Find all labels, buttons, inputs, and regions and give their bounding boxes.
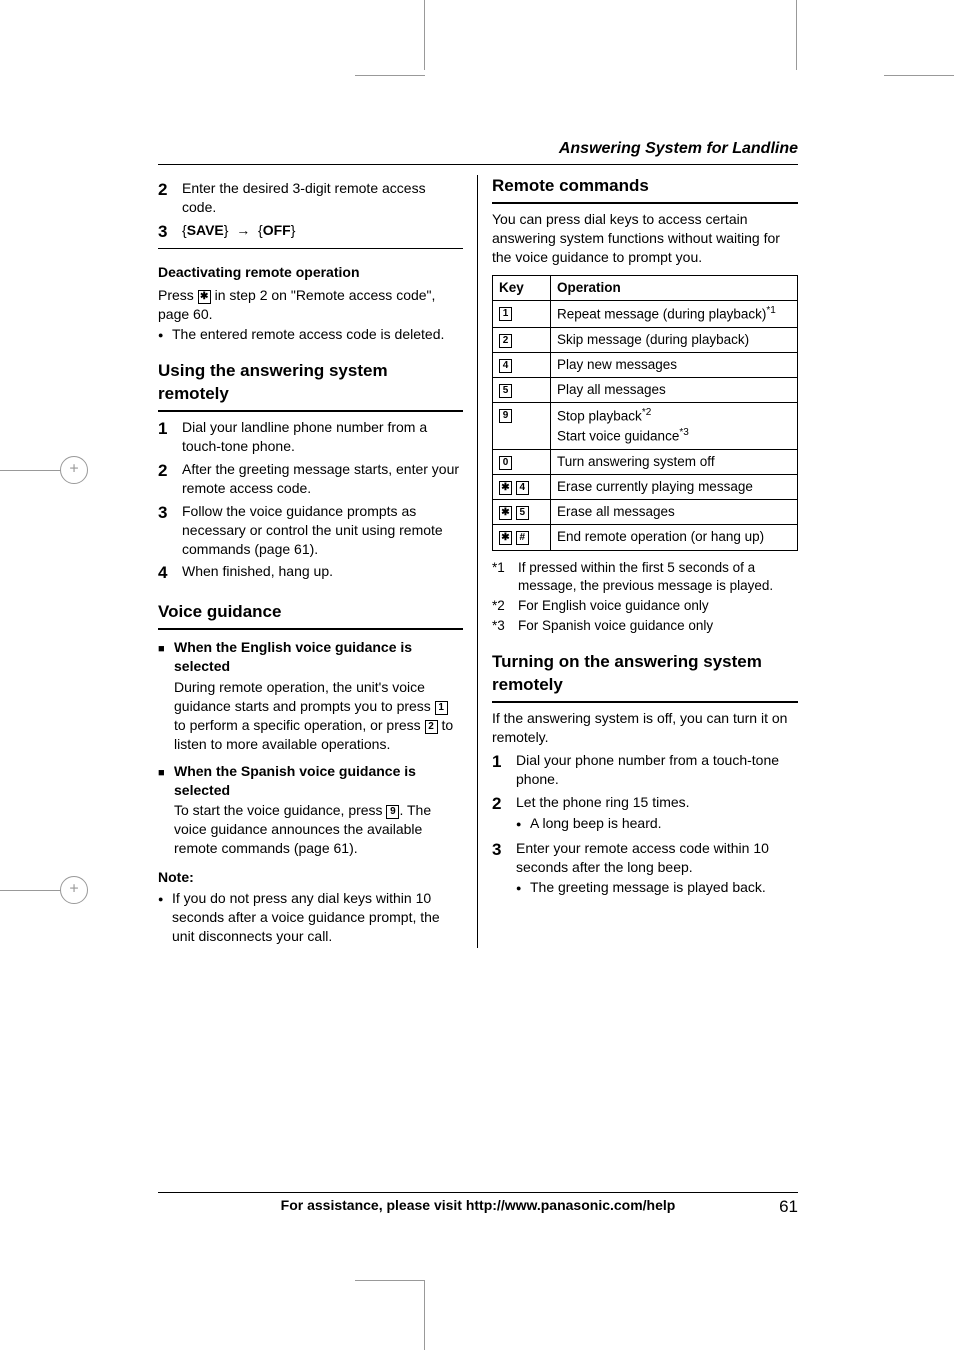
star-key-icon: ✱ bbox=[198, 290, 211, 304]
english-vg-heading: When the English voice guidance is selec… bbox=[158, 638, 463, 676]
key-icon: 1 bbox=[499, 307, 512, 321]
page-footer: For assistance, please visit http://www.… bbox=[158, 1192, 798, 1217]
commands-table: Key Operation 1 Repeat message (during p… bbox=[492, 275, 798, 551]
key-icon: 5 bbox=[499, 384, 512, 398]
spanish-vg-body: To start the voice guidance, press 9. Th… bbox=[174, 801, 463, 858]
key-icon: ✱ bbox=[499, 531, 512, 545]
spanish-vg-heading: When the Spanish voice guidance is selec… bbox=[158, 762, 463, 800]
key-2-icon: 2 bbox=[425, 720, 438, 734]
table-row: 1 Repeat message (during playback)*1 bbox=[493, 300, 798, 327]
key-icon: # bbox=[516, 531, 529, 545]
key-icon: 4 bbox=[499, 359, 512, 373]
footnote: *1If pressed within the first 5 seconds … bbox=[492, 559, 798, 595]
step-item: 3Follow the voice guidance prompts as ne… bbox=[158, 502, 463, 559]
table-row: 0 Turn answering system off bbox=[493, 449, 798, 474]
footnote: *2For English voice guidance only bbox=[492, 597, 798, 615]
step-item: 2Let the phone ring 15 times.A long beep… bbox=[492, 793, 798, 835]
table-row: 9 Stop playback*2Start voice guidance*3 bbox=[493, 403, 798, 449]
voice-guidance-heading: Voice guidance bbox=[158, 601, 463, 624]
deactivate-heading: Deactivating remote operation bbox=[158, 263, 463, 282]
key-icon: 2 bbox=[499, 334, 512, 348]
turning-on-heading: Turning on the answering system remotely bbox=[492, 651, 798, 697]
step-item: 1Dial your phone number from a touch-ton… bbox=[492, 751, 798, 789]
key-icon: 4 bbox=[516, 481, 529, 495]
step-item: 1Dial your landline phone number from a … bbox=[158, 418, 463, 456]
footnote: *3For Spanish voice guidance only bbox=[492, 617, 798, 635]
table-row: ✱ # End remote operation (or hang up) bbox=[493, 525, 798, 550]
remote-commands-intro: You can press dial keys to access certai… bbox=[492, 210, 798, 267]
deactivate-text: Press ✱ in step 2 on "Remote access code… bbox=[158, 286, 463, 324]
running-header: Answering System for Landline bbox=[158, 140, 798, 165]
step-a-2: 2 Enter the desired 3-digit remote acces… bbox=[158, 179, 463, 217]
step-a-3: 3 {SAVE} → {OFF} bbox=[158, 221, 463, 244]
table-row: 2 Skip message (during playback) bbox=[493, 327, 798, 352]
key-icon: 5 bbox=[516, 506, 529, 520]
table-row: 4 Play new messages bbox=[493, 352, 798, 377]
note-bullet: If you do not press any dial keys within… bbox=[158, 889, 463, 946]
step-item: 4When finished, hang up. bbox=[158, 562, 463, 585]
step-item: 2After the greeting message starts, ente… bbox=[158, 460, 463, 498]
table-row: ✱ 5 Erase all messages bbox=[493, 500, 798, 525]
step-item: 3Enter your remote access code within 10… bbox=[492, 839, 798, 900]
table-row: 5 Play all messages bbox=[493, 377, 798, 402]
page-number: 61 bbox=[758, 1197, 798, 1217]
key-icon: 0 bbox=[499, 456, 512, 470]
english-vg-body: During remote operation, the unit's voic… bbox=[174, 678, 463, 754]
left-column: 2 Enter the desired 3-digit remote acces… bbox=[158, 175, 478, 948]
turning-on-intro: If the answering system is off, you can … bbox=[492, 709, 798, 747]
footer-text: For assistance, please visit http://www.… bbox=[198, 1197, 758, 1217]
key-icon: ✱ bbox=[499, 506, 512, 520]
table-row: ✱ 4 Erase currently playing message bbox=[493, 474, 798, 499]
remote-commands-heading: Remote commands bbox=[492, 175, 798, 198]
th-key: Key bbox=[493, 275, 551, 300]
key-9-icon: 9 bbox=[386, 805, 399, 819]
th-operation: Operation bbox=[551, 275, 798, 300]
key-icon: 9 bbox=[499, 409, 512, 423]
key-1-icon: 1 bbox=[435, 701, 448, 715]
deactivate-bullet: The entered remote access code is delete… bbox=[158, 325, 463, 344]
note-label: Note: bbox=[158, 868, 463, 887]
key-icon: ✱ bbox=[499, 481, 512, 495]
using-remotely-heading: Using the answering system remotely bbox=[158, 360, 463, 406]
right-column: Remote commands You can press dial keys … bbox=[478, 175, 798, 948]
